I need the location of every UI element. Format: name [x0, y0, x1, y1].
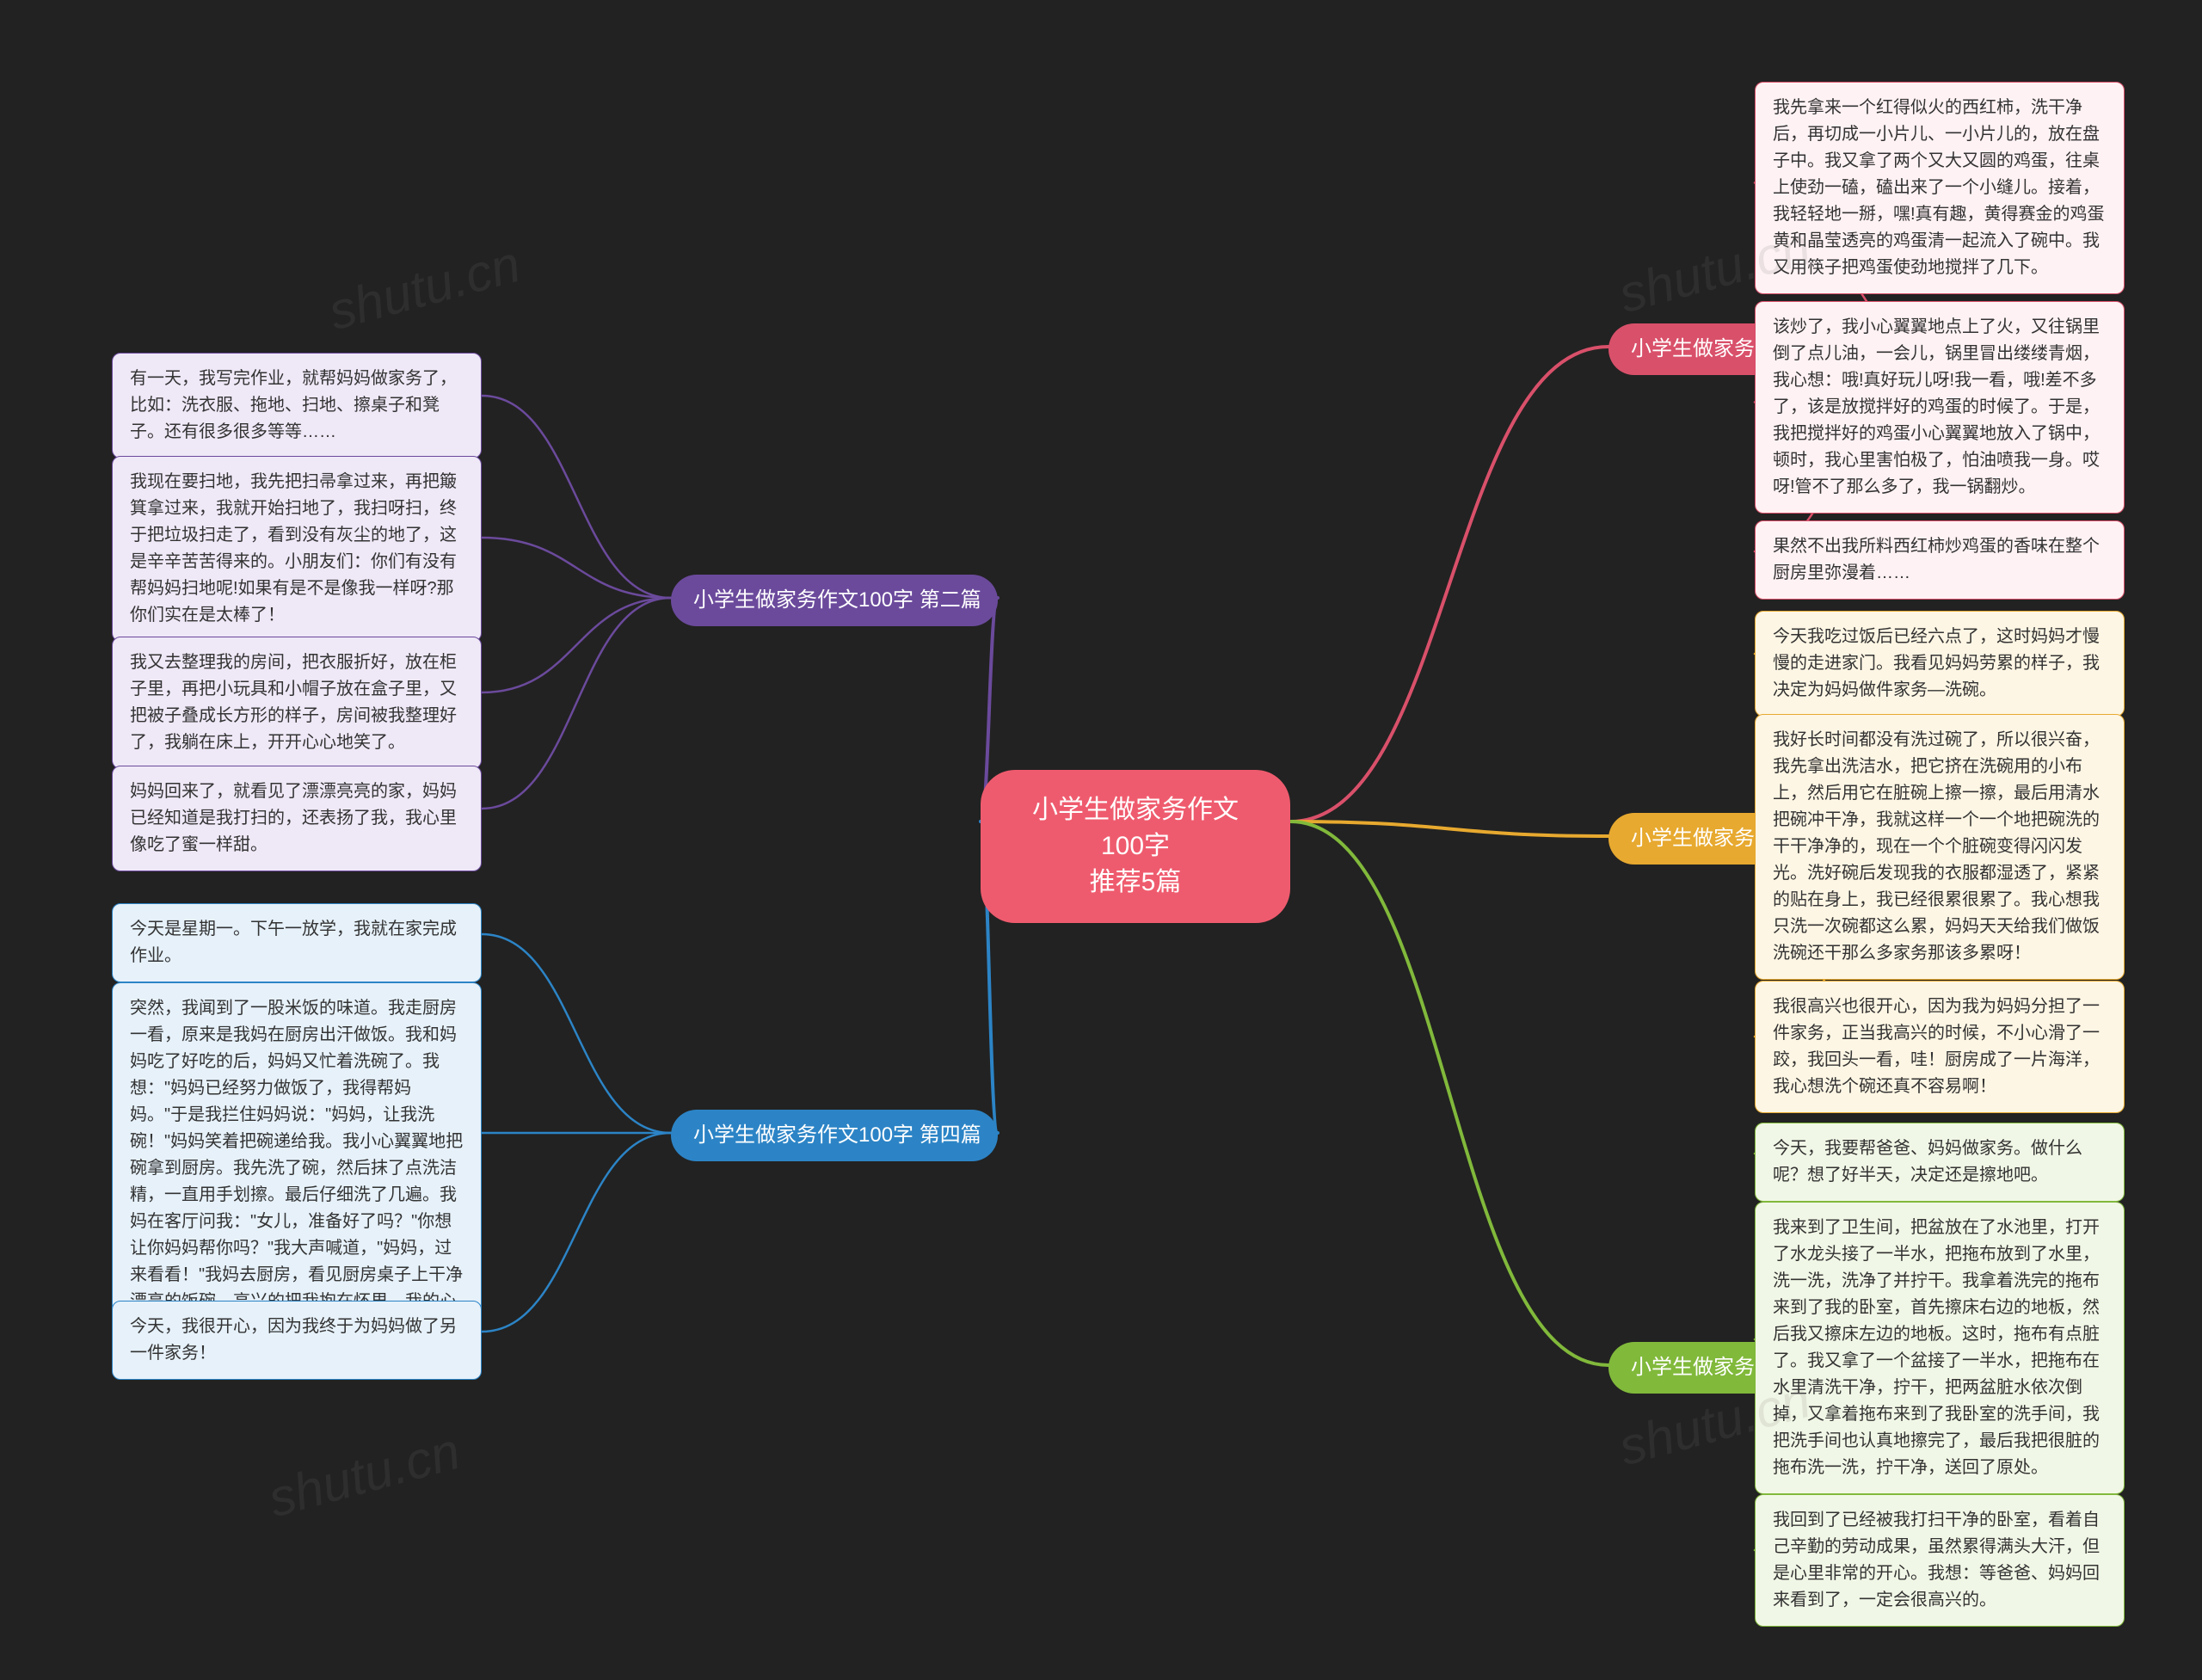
leaf-node: 突然，我闻到了一股米饭的味道。我走厨房一看，原来是我妈在厨房出汗做饭。我和妈妈吃…: [112, 982, 482, 1355]
leaf-node: 我很高兴也很开心，因为我为妈妈分担了一件家务，正当我高兴的时候，不小心滑了一跤，…: [1755, 981, 2125, 1113]
leaf-node: 妈妈回来了，就看见了漂漂亮亮的家，妈妈已经知道是我打扫的，还表扬了我，我心里像吃…: [112, 766, 482, 871]
leaf-node: 我回到了已经被我打扫干净的卧室，看着自己辛勤的劳动成果，虽然累得满头大汗，但是心…: [1755, 1494, 2125, 1627]
leaf-node: 该炒了，我小心翼翼地点上了火，又往锅里倒了点儿油，一会儿，锅里冒出缕缕青烟，我心…: [1755, 301, 2125, 514]
leaf-node: 有一天，我写完作业，就帮妈妈做家务了，比如：洗衣服、拖地、扫地、擦桌子和凳子。还…: [112, 353, 482, 458]
leaf-node: 今天，我很开心，因为我终于为妈妈做了另一件家务！: [112, 1301, 482, 1380]
leaf-node: 我现在要扫地，我先把扫帚拿过来，再把簸箕拿过来，我就开始扫地了，我扫呀扫，终于把…: [112, 456, 482, 642]
branch-node: 小学生做家务作文100字 第四篇: [671, 1110, 998, 1161]
leaf-node: 今天是星期一。下午一放学，我就在家完成作业。: [112, 903, 482, 982]
leaf-node: 我又去整理我的房间，把衣服折好，放在柜子里，再把小玩具和小帽子放在盒子里，又把被…: [112, 637, 482, 769]
leaf-node: 我来到了卫生间，把盆放在了水池里，打开了水龙头接了一半水，把拖布放到了水里，洗一…: [1755, 1202, 2125, 1494]
root-node: 小学生做家务作文100字推荐5篇: [981, 770, 1290, 923]
leaf-node: 今天，我要帮爸爸、妈妈做家务。做什么呢？想了好半天，决定还是擦地吧。: [1755, 1123, 2125, 1202]
leaf-node: 我好长时间都没有洗过碗了，所以很兴奋，我先拿出洗洁水，把它挤在洗碗用的小布上，然…: [1755, 714, 2125, 980]
leaf-node: 我先拿来一个红得似火的西红柿，洗干净后，再切成一小片儿、一小片儿的，放在盘子中。…: [1755, 82, 2125, 294]
branch-node: 小学生做家务作文100字 第二篇: [671, 575, 998, 626]
leaf-node: 今天我吃过饭后已经六点了，这时妈妈才慢慢的走进家门。我看见妈妈劳累的样子，我决定…: [1755, 611, 2125, 717]
leaf-node: 果然不出我所料西红柿炒鸡蛋的香味在整个厨房里弥漫着……: [1755, 520, 2125, 600]
